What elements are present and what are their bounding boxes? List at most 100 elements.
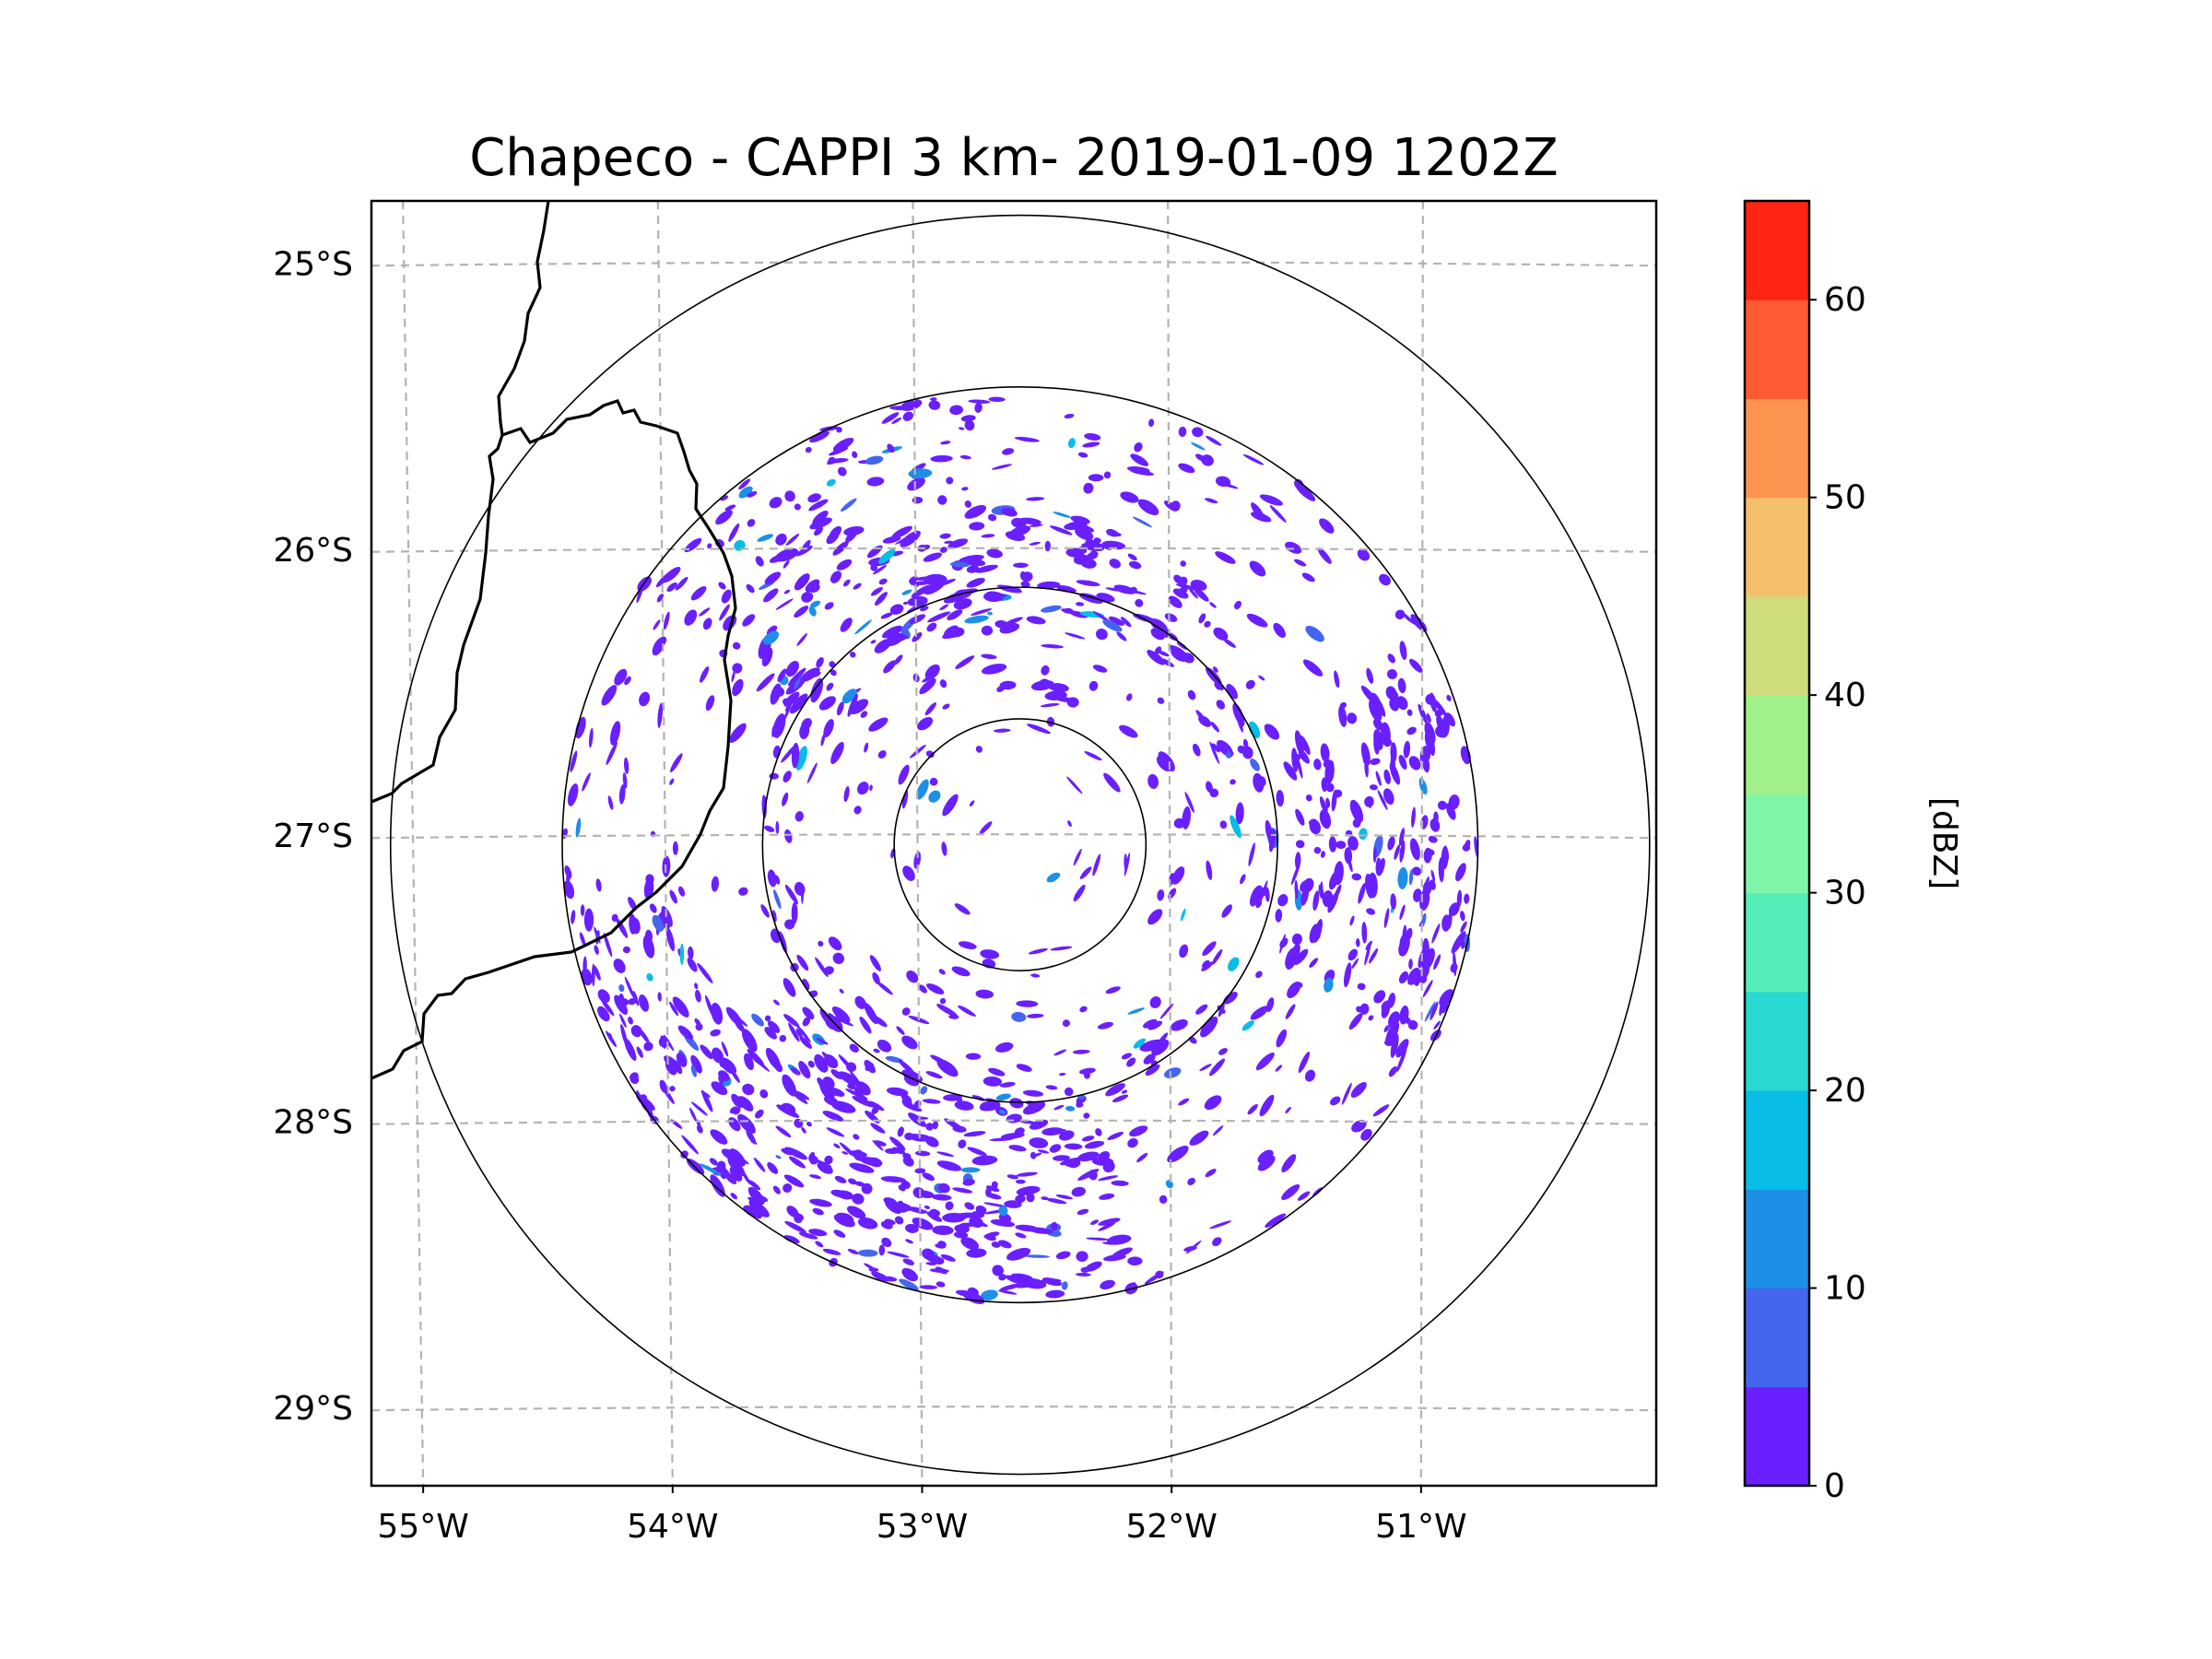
echo-cell [1157, 697, 1165, 704]
echo-cell [946, 477, 954, 485]
echo-cell [746, 1129, 757, 1144]
echo-cell [1295, 840, 1305, 849]
echo-cell [1148, 418, 1155, 428]
echo-cell [1088, 1170, 1098, 1181]
echo-cell [790, 1067, 801, 1076]
echo-cell [955, 655, 975, 669]
echo-cell [1264, 724, 1280, 740]
echo-cell [864, 742, 869, 753]
echo-cell [1434, 709, 1444, 717]
echo-cell [688, 946, 694, 959]
echo-cell [981, 653, 997, 660]
echo-cell [1050, 525, 1073, 535]
echo-cell [1325, 797, 1331, 808]
echo-cell [1403, 740, 1411, 759]
echo-cell [1075, 1272, 1091, 1277]
echo-cell [833, 1143, 841, 1149]
colorbar-segment [1745, 1288, 1809, 1388]
meridian-line [656, 201, 674, 1486]
echo-cell [861, 1182, 873, 1194]
echo-cell [1157, 889, 1165, 901]
echo-cell [1369, 947, 1379, 964]
echo-cell [915, 576, 934, 581]
echo-cell [880, 1176, 906, 1183]
echo-cell [964, 500, 971, 508]
echo-cell [831, 1006, 851, 1023]
echo-cell [718, 1076, 724, 1085]
echo-cell [638, 1028, 650, 1044]
echo-cell [1269, 504, 1287, 524]
echo-cell [1092, 853, 1101, 877]
echo-cell [1100, 1279, 1115, 1290]
echo-cell [624, 976, 635, 999]
echo-cell [1279, 937, 1288, 948]
echo-cell [1431, 923, 1441, 944]
echo-cell [1213, 627, 1229, 641]
echo-cell [1350, 1081, 1367, 1099]
echo-cell [1205, 1169, 1217, 1178]
echo-cell [1250, 1006, 1269, 1020]
echo-cell [1048, 683, 1069, 692]
echo-cell [1368, 872, 1378, 899]
echo-cell [696, 1124, 703, 1134]
echo-cell [981, 1289, 998, 1300]
echo-cell [979, 821, 993, 834]
echo-cell [782, 1074, 797, 1097]
echo-cell [981, 534, 995, 538]
colorbar: 0 10 20 30 40 50 60 [1743, 199, 1866, 1505]
echo-cell [1357, 982, 1366, 991]
echo-cell [1064, 413, 1075, 419]
echo-cell [961, 487, 969, 491]
echo-cell [1430, 1001, 1439, 1020]
echo-cell [1424, 722, 1436, 745]
echo-cell [938, 1182, 950, 1194]
echo-cell [1098, 1218, 1121, 1226]
echo-cell [864, 1263, 877, 1272]
echo-cell [1309, 958, 1319, 968]
echo-cell [830, 741, 844, 765]
echo-cell [906, 971, 919, 983]
echo-cell [925, 1071, 943, 1079]
echo-cell [769, 497, 782, 509]
echo-cell [930, 397, 937, 401]
echo-cell [732, 641, 741, 650]
echo-cell [904, 1132, 914, 1141]
echo-cell [949, 405, 963, 416]
echo-cell [996, 686, 1005, 692]
echo-cell [1407, 1019, 1418, 1030]
echo-cell [738, 887, 748, 896]
echo-cell [1062, 1019, 1070, 1028]
echo-cell [1078, 1067, 1096, 1075]
echo-cell [1255, 971, 1263, 979]
colorbar-segment [1745, 300, 1809, 399]
echo-cell [1241, 1020, 1254, 1031]
echo-cell [767, 869, 777, 888]
echo-cell [1124, 853, 1130, 877]
echo-cell [794, 573, 810, 591]
echo-cell [1328, 871, 1339, 890]
echo-cell [1433, 954, 1441, 971]
echo-cell [1199, 1064, 1212, 1071]
echo-cell [909, 576, 918, 584]
echo-cell [807, 1060, 815, 1068]
echo-cell [807, 493, 821, 503]
echo-cell [1451, 931, 1466, 954]
echo-cell [1347, 948, 1359, 961]
echo-cell [1437, 800, 1448, 810]
echo-cell [1226, 684, 1238, 700]
echo-cell [624, 1038, 637, 1062]
echo-cell [799, 723, 810, 740]
echo-cell [1300, 885, 1310, 906]
echo-cell [1129, 468, 1155, 476]
x-tick-label: 54°W [627, 1508, 718, 1546]
echo-cell [784, 1147, 808, 1160]
echo-cell [1453, 951, 1457, 977]
echo-cell [1257, 1149, 1274, 1164]
echo-cell [830, 669, 837, 677]
echo-cell [935, 1281, 946, 1288]
echo-cell [737, 1096, 754, 1112]
echo-cell [860, 711, 868, 718]
echo-cell [1420, 746, 1431, 762]
echo-cell [1375, 771, 1382, 786]
echo-cell [1295, 808, 1305, 826]
